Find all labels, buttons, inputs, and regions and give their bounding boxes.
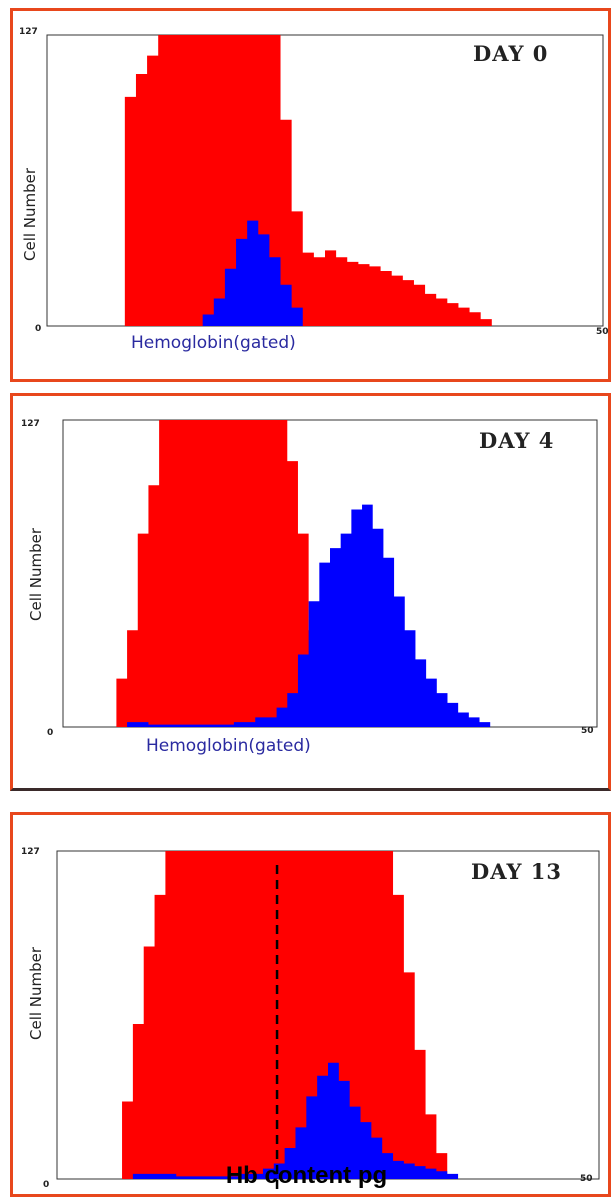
- blue-histogram-series: [191, 220, 314, 326]
- red-histogram-series: [113, 35, 503, 326]
- y-tick-zero: 0: [35, 324, 42, 334]
- histogram-panel-day-0: 127 0 50 Cell Number Hemoglobin(gated) D…: [10, 8, 611, 382]
- y-tick-max: 127: [21, 419, 40, 429]
- histogram-panel-day-4: 127 0 50 Cell Number Hemoglobin(gated) D…: [10, 393, 611, 791]
- day-label: DAY 0: [473, 41, 549, 66]
- x-tick-max: 50: [580, 1174, 593, 1184]
- x-axis-label: Hemoglobin(gated): [131, 333, 296, 353]
- y-tick-zero: 0: [43, 1180, 50, 1190]
- x-tick-max: 50: [581, 726, 594, 736]
- x-axis-caption: Hb content pg: [225, 1162, 388, 1189]
- day-label: DAY 4: [479, 428, 555, 453]
- y-axis-label: Cell Number: [27, 527, 45, 621]
- y-axis-label: Cell Number: [21, 167, 39, 261]
- y-tick-max: 127: [19, 27, 38, 37]
- day-label: DAY 13: [471, 859, 562, 884]
- blue-histogram-series: [105, 504, 501, 727]
- histogram-plot: [62, 419, 598, 728]
- histogram-plot: [56, 850, 600, 1194]
- red-histogram-series: [111, 851, 459, 1179]
- y-tick-max: 127: [21, 847, 40, 857]
- y-tick-zero: 0: [47, 728, 54, 738]
- histogram-plot: [46, 34, 604, 327]
- x-tick-max: 50: [596, 327, 609, 337]
- red-histogram-series: [105, 420, 330, 727]
- y-axis-label: Cell Number: [27, 946, 45, 1040]
- blue-histogram-series: [111, 1062, 469, 1179]
- x-axis-label: Hemoglobin(gated): [146, 736, 311, 756]
- histogram-panel-day-13: 127 0 50 Cell Number DAY 13: [10, 812, 611, 1197]
